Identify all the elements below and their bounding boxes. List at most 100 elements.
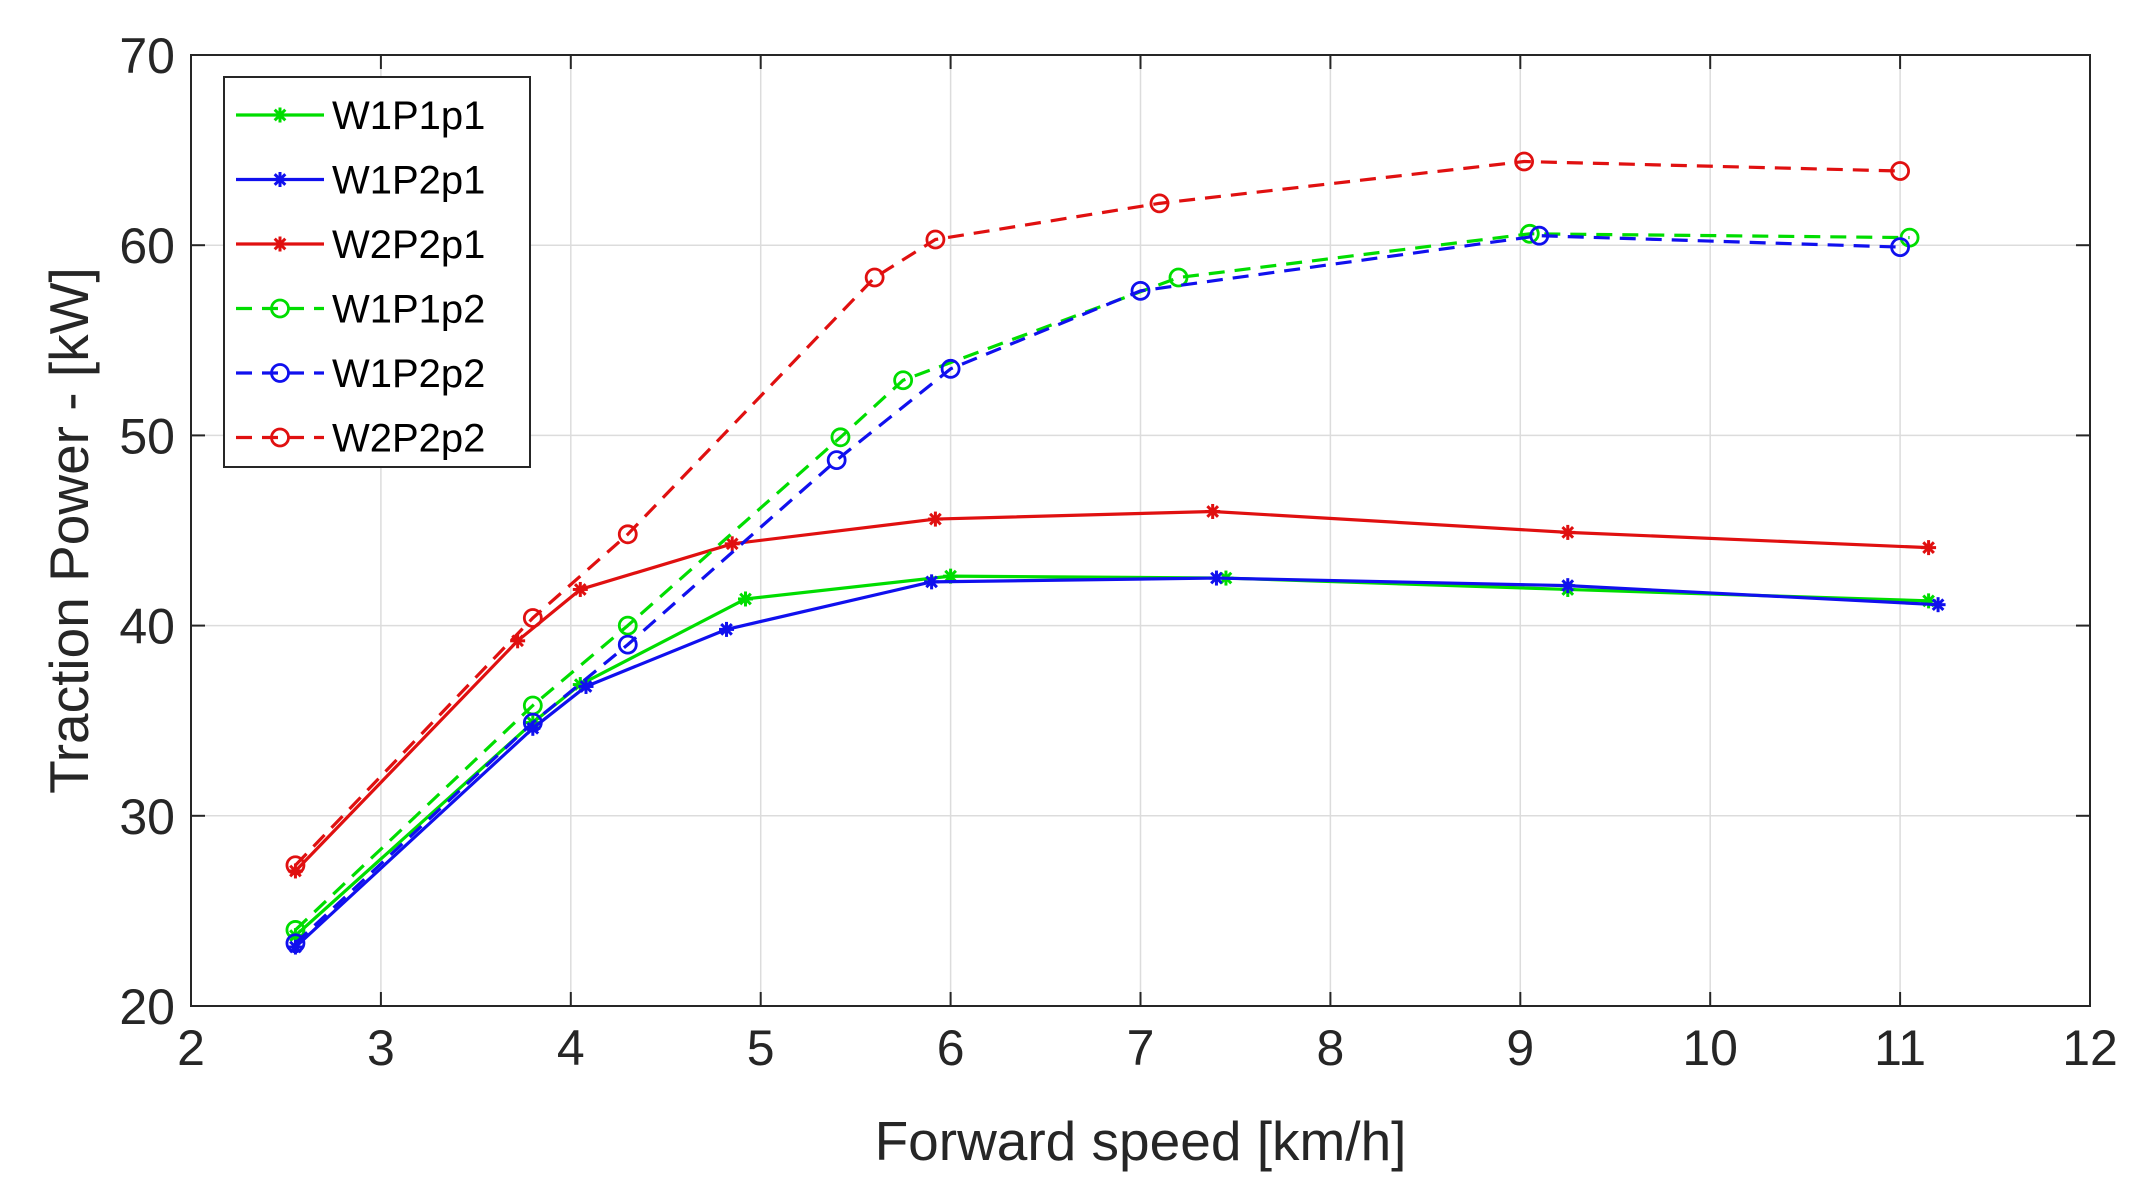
data-point-w2p2p1-stroke	[1561, 526, 1575, 539]
data-point-w1p1p1	[738, 591, 754, 607]
series-line-w2p2p1	[294, 509, 1929, 873]
legend: W1P1p1 W1P2p1 W2P2p1 W1P1p2 W1P2p2 W2P2p2	[223, 76, 531, 468]
y-axis-title: Traction Power - [kW]	[38, 267, 100, 794]
data-point-w2p2p2	[617, 524, 638, 545]
y-tick-label: 40	[119, 599, 175, 655]
legend-item-w1p1p1: W1P1p1	[236, 94, 485, 138]
x-tick-label: 4	[557, 1020, 585, 1076]
data-point-w1p2p1-stroke	[925, 575, 938, 589]
x-tick-label: 9	[1506, 1020, 1534, 1076]
legend-item-w1p2p1: W1P2p1	[236, 159, 485, 203]
x-tick-label: 7	[1127, 1020, 1155, 1076]
data-point-w2p2p1	[572, 581, 588, 597]
data-point-w1p2p1	[924, 574, 940, 590]
data-point-w1p2p1	[1930, 597, 1946, 613]
data-point-w2p2p1	[724, 536, 740, 552]
data-point-w2p2p1-stroke	[573, 583, 587, 596]
data-point-w1p1p1-stroke	[944, 569, 957, 583]
data-series	[285, 151, 1946, 955]
legend-item-w2p2p2: W2P2p2	[236, 417, 485, 461]
y-tick-label: 70	[119, 28, 175, 84]
legend-marker	[270, 427, 290, 448]
x-tick-label: 6	[937, 1020, 965, 1076]
data-point-w1p2p1-stroke	[1561, 579, 1575, 593]
data-point-w2p2p1	[1560, 524, 1576, 540]
x-tick-label: 2	[177, 1020, 205, 1076]
legend-marker-stroke	[273, 237, 287, 251]
y-tick-label: 50	[119, 408, 175, 464]
y-tick-label: 60	[119, 218, 175, 274]
series-line-w1p1p1	[294, 574, 1929, 937]
data-point-w1p2p1	[578, 678, 594, 694]
data-point-w1p2p2	[522, 712, 543, 733]
data-point-w2p2p1-stroke	[511, 634, 524, 648]
data-point-w1p1p2	[1168, 267, 1189, 288]
data-point-w2p2p1-stroke	[1206, 505, 1220, 518]
data-point-w1p1p2	[893, 370, 914, 391]
series-line-w1p1p2	[294, 232, 1910, 932]
data-point-w2p2p2	[522, 608, 543, 628]
data-point-w1p2p1-stroke	[1931, 598, 1945, 612]
data-point-w2p2p2	[1514, 151, 1534, 172]
legend-label: W2P2p2	[332, 417, 485, 461]
data-point-w1p2p1	[1208, 570, 1224, 586]
legend-label: W1P1p2	[332, 288, 485, 332]
axis-ticks: 2 3 4 5 6 7 8 9 10 11 12 20 30 40 50 60 70	[119, 28, 2117, 1076]
data-point-w2p2p1	[1921, 540, 1937, 556]
data-point-w1p1p2	[830, 427, 851, 448]
legend-marker	[272, 236, 288, 252]
x-tick-label: 8	[1316, 1020, 1344, 1076]
data-point-w1p1p2	[1519, 223, 1540, 244]
data-point-w2p2p1-stroke	[1922, 541, 1935, 554]
data-point-w1p1p2	[285, 920, 306, 940]
series-line-w1p2p2	[294, 234, 1901, 945]
data-point-w1p2p2	[617, 634, 638, 655]
legend-marker	[270, 298, 290, 319]
x-axis-title: Forward speed [km/h]	[875, 1110, 1407, 1172]
legend-label: W1P1p1	[332, 94, 485, 138]
y-tick-label: 20	[119, 979, 175, 1035]
data-point-w1p2p1-stroke	[579, 680, 593, 693]
series-w2p2p2	[285, 151, 1910, 876]
legend-label: W1P2p2	[332, 352, 485, 396]
data-point-w2p2p1-stroke	[929, 512, 942, 526]
data-point-w2p2p1	[927, 511, 943, 527]
data-point-w1p2p2	[1890, 237, 1910, 258]
x-tick-label: 3	[367, 1020, 395, 1076]
legend-item-w1p2p2: W1P2p2	[236, 352, 485, 396]
x-tick-label: 11	[1874, 1020, 1926, 1076]
legend-marker-stroke	[273, 108, 287, 122]
legend-item-w1p1p2: W1P1p2	[236, 288, 485, 332]
series-line-w2p2p2	[294, 159, 1901, 867]
data-point-w2p2p2	[285, 855, 306, 876]
x-tick-label: 12	[2062, 1020, 2118, 1076]
data-point-w1p2p2	[285, 933, 306, 954]
legend-marker	[272, 107, 288, 123]
legend-marker	[272, 172, 288, 187]
data-point-w1p2p1	[1560, 578, 1576, 594]
legend-label: W1P2p1	[332, 159, 485, 203]
data-point-w2p2p1-stroke	[725, 537, 739, 551]
data-point-w1p1p1-stroke	[739, 592, 752, 606]
data-point-w1p1p1	[943, 568, 959, 584]
data-point-w1p2p1	[719, 621, 735, 637]
data-point-w1p2p2	[1529, 225, 1550, 246]
legend-box	[223, 76, 531, 468]
legend-label: W2P2p1	[332, 223, 485, 267]
data-point-w2p2p2	[864, 267, 885, 288]
legend-marker	[270, 363, 290, 383]
data-point-w1p2p1-stroke	[720, 623, 733, 636]
data-point-w2p2p2	[1890, 161, 1910, 181]
x-tick-label: 10	[1682, 1020, 1738, 1076]
data-point-w2p2p2	[925, 229, 946, 250]
y-tick-label: 30	[119, 789, 175, 845]
data-point-w1p1p2	[617, 615, 638, 636]
data-point-w1p2p2	[826, 450, 847, 471]
legend-marker-stroke	[273, 173, 287, 186]
series-w1p2p2	[285, 225, 1910, 954]
legend-item-w2p2p1: W2P2p1	[236, 223, 485, 267]
data-point-w1p2p1-stroke	[1210, 571, 1223, 585]
data-point-w2p2p1	[1205, 503, 1221, 519]
data-point-w1p2p2	[940, 358, 961, 379]
